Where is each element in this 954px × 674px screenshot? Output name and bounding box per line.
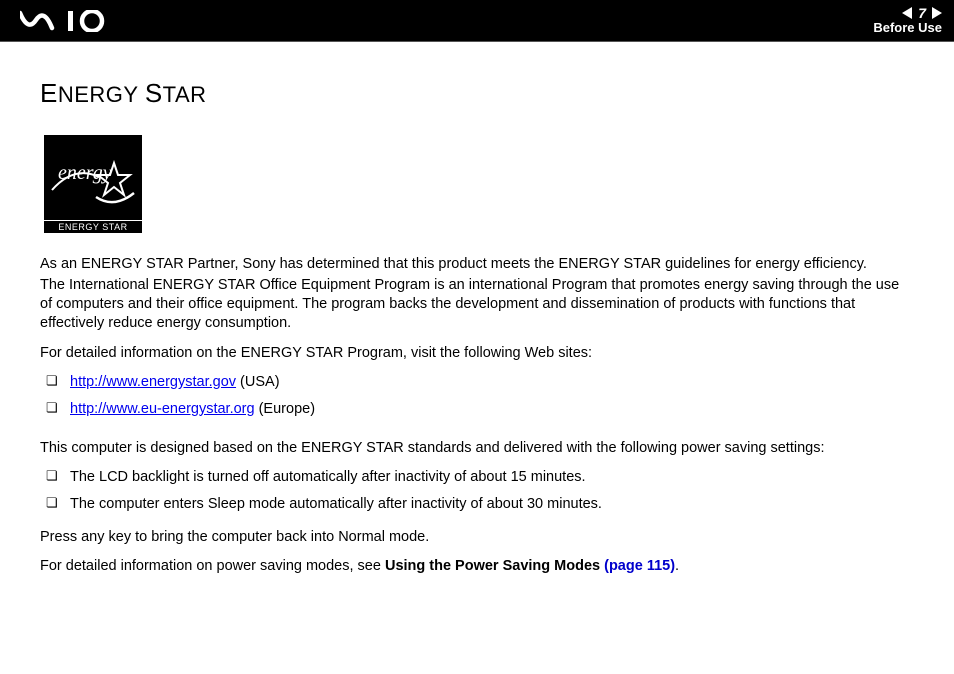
paragraph-6: For detailed information on power saving…	[40, 557, 914, 576]
paragraph-4: This computer is designed based on the E…	[40, 439, 914, 458]
paragraph-2: The International ENERGY STAR Office Equ…	[40, 276, 914, 333]
energy-star-label: ENERGY STAR	[44, 220, 142, 233]
page-content: ENERGY STAR energy ENERGY STAR As an ENE…	[0, 42, 954, 577]
link-eu-energystar[interactable]: http://www.eu-energystar.org	[70, 401, 255, 417]
list-item: The LCD backlight is turned off automati…	[46, 464, 914, 491]
page-title: ENERGY STAR	[40, 78, 914, 109]
paragraph-5: Press any key to bring the computer back…	[40, 528, 914, 547]
xref-page-115[interactable]: (page 115)	[604, 558, 675, 574]
page-number: 7	[918, 6, 926, 21]
paragraph-1: As an ENERGY STAR Partner, Sony has dete…	[40, 255, 914, 274]
list-item: http://www.energystar.gov (USA)	[46, 369, 914, 396]
links-list: http://www.energystar.gov (USA) http://w…	[46, 369, 914, 423]
section-label: Before Use	[873, 21, 942, 35]
settings-list: The LCD backlight is turned off automati…	[46, 464, 914, 518]
link-energystar-gov[interactable]: http://www.energystar.gov	[70, 374, 236, 390]
prev-page-arrow-icon[interactable]	[902, 7, 912, 19]
list-item: http://www.eu-energystar.org (Europe)	[46, 396, 914, 423]
vaio-logo	[20, 10, 130, 32]
next-page-arrow-icon[interactable]	[932, 7, 942, 19]
energy-star-logo: energy ENERGY STAR	[44, 135, 142, 233]
header-bar: 7 Before Use	[0, 0, 954, 42]
list-item: The computer enters Sleep mode automatic…	[46, 491, 914, 518]
paragraph-3: For detailed information on the ENERGY S…	[40, 344, 914, 363]
page-nav: 7 Before Use	[873, 6, 942, 36]
